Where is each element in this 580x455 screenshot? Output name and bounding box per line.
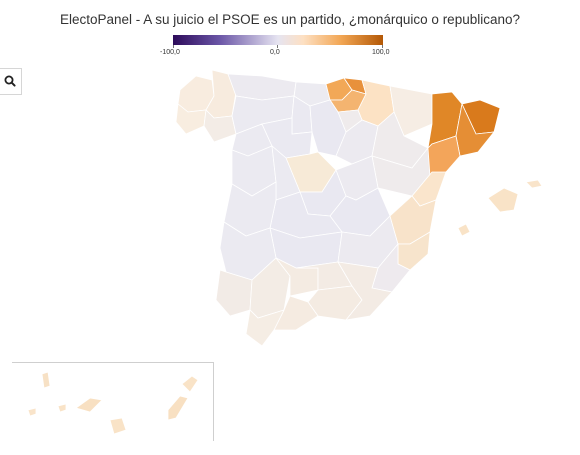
- region-fuerteventura[interactable]: [167, 395, 189, 421]
- legend-tick-mid: [277, 45, 278, 48]
- region-menorca[interactable]: [525, 179, 543, 189]
- region-la-rioja[interactable]: [337, 109, 363, 133]
- region-el-hierro[interactable]: [27, 407, 37, 417]
- region-huesca[interactable]: [389, 85, 433, 137]
- region-gran-canaria[interactable]: [109, 417, 127, 435]
- legend-tick-max: [382, 45, 383, 48]
- legend-label-min: -100,0: [160, 49, 180, 56]
- chart-title: ElectoPanel - A su juicio el PSOE es un …: [59, 12, 520, 27]
- search-icon: [4, 75, 16, 87]
- legend-label-max: 100,0: [372, 49, 390, 56]
- legend-color-bar: [173, 35, 383, 45]
- legend-label-mid: 0,0: [270, 49, 280, 56]
- region-almeria[interactable]: [337, 261, 393, 321]
- region-cadiz[interactable]: [245, 309, 285, 347]
- region-mallorca[interactable]: [487, 187, 519, 213]
- region-la-palma[interactable]: [41, 371, 51, 389]
- region-lanzarote[interactable]: [181, 375, 199, 393]
- search-button[interactable]: [0, 68, 22, 95]
- canary-islands-inset-frame: [12, 362, 214, 441]
- region-ibiza[interactable]: [457, 223, 471, 237]
- region-la-gomera[interactable]: [57, 403, 67, 413]
- region-tenerife[interactable]: [75, 397, 103, 413]
- legend-tick-min: [173, 45, 174, 48]
